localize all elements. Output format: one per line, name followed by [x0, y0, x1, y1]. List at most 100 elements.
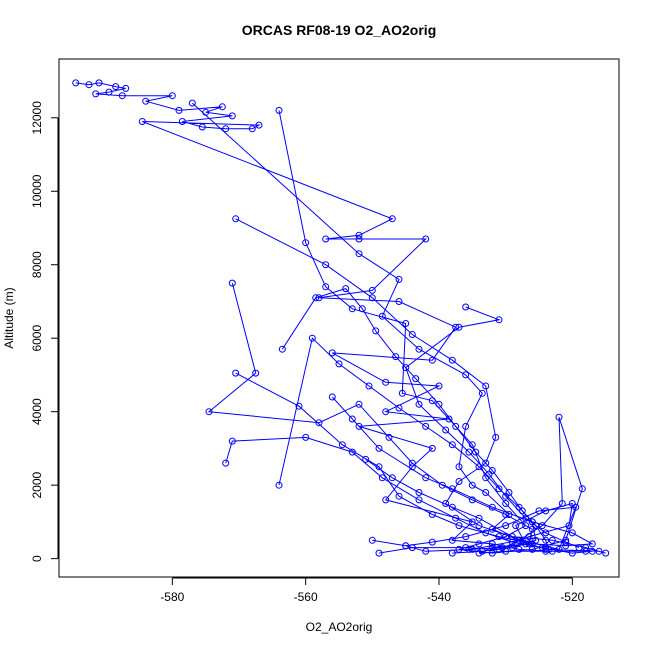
- data-point: [542, 529, 550, 537]
- data-point: [348, 415, 356, 423]
- data-point: [448, 485, 456, 493]
- data-point: [538, 544, 546, 552]
- y-tick-label: 0: [30, 555, 44, 562]
- data-point: [548, 536, 556, 544]
- data-point: [588, 540, 596, 548]
- data-point: [522, 514, 530, 522]
- data-point: [555, 545, 563, 553]
- data-point: [518, 507, 526, 515]
- data-point: [402, 542, 410, 550]
- data-point: [505, 489, 513, 496]
- data-point: [475, 463, 483, 471]
- data-point: [482, 529, 490, 537]
- data-point: [168, 92, 176, 100]
- data-point: [535, 507, 543, 515]
- data-point: [322, 261, 330, 269]
- data-point: [368, 536, 376, 544]
- plot-frame: [58, 58, 620, 578]
- data-point: [368, 286, 376, 294]
- data-point: [315, 419, 323, 427]
- data-point: [568, 529, 576, 537]
- data-point: [555, 413, 563, 421]
- data-point: [502, 533, 510, 541]
- data-point: [355, 235, 363, 243]
- data-point: [495, 485, 503, 493]
- data-point: [202, 108, 210, 116]
- series-line-5: [207, 282, 533, 550]
- data-point: [515, 536, 523, 544]
- data-point: [488, 525, 496, 533]
- data-point: [72, 79, 80, 87]
- data-point: [435, 400, 443, 408]
- data-point: [568, 549, 576, 557]
- data-point: [142, 97, 150, 105]
- data-point: [452, 514, 460, 522]
- data-point: [445, 415, 453, 423]
- data-point: [468, 545, 476, 553]
- data-point: [448, 441, 456, 449]
- data-point: [492, 433, 500, 441]
- data-point: [428, 397, 436, 405]
- data-point: [578, 485, 586, 493]
- data-point: [355, 231, 363, 239]
- data-point: [228, 112, 236, 120]
- data-point: [328, 393, 336, 401]
- data-point: [398, 389, 406, 397]
- data-point: [408, 459, 416, 467]
- data-point: [532, 536, 540, 544]
- data-point: [355, 250, 363, 258]
- data-point: [562, 538, 570, 546]
- data-point: [105, 88, 113, 96]
- y-tick-label: 6000: [30, 325, 44, 352]
- data-point: [575, 544, 583, 552]
- data-point: [495, 545, 503, 553]
- data-point: [572, 503, 580, 511]
- data-point: [395, 492, 403, 500]
- data-point: [92, 90, 100, 98]
- series-line-8: [278, 337, 537, 554]
- data-point: [308, 334, 316, 342]
- data-point: [372, 327, 380, 335]
- data-point: [602, 549, 610, 557]
- data-point: [488, 503, 496, 511]
- data-point: [488, 540, 496, 548]
- data-point: [275, 106, 283, 114]
- data-point: [422, 422, 430, 430]
- data-point: [465, 545, 473, 553]
- series-line-3: [191, 102, 606, 554]
- data-point: [415, 345, 423, 353]
- data-point: [542, 536, 550, 544]
- chart-title: ORCAS RF08-19 O2_AO2orig: [242, 22, 437, 38]
- data-point: [422, 235, 430, 243]
- data-point: [415, 489, 423, 496]
- data-point: [455, 478, 463, 485]
- data-point: [495, 533, 503, 541]
- data-point: [348, 448, 356, 456]
- data-point: [448, 503, 456, 511]
- y-axis: 0 2000 4000 6000 8000 10000 12000: [30, 101, 59, 562]
- data-point: [385, 433, 393, 441]
- data-point: [522, 522, 530, 530]
- data-point: [395, 275, 403, 283]
- data-point: [358, 305, 366, 313]
- data-point: [408, 544, 416, 552]
- data-point: [428, 444, 436, 452]
- data-point: [428, 356, 436, 364]
- data-point: [565, 522, 573, 530]
- data-point: [302, 433, 310, 441]
- data-point: [315, 294, 323, 302]
- data-point: [438, 481, 446, 489]
- data-point: [462, 303, 470, 311]
- data-point: [468, 518, 476, 526]
- data-point: [415, 400, 423, 408]
- data-point: [355, 400, 363, 408]
- data-point: [255, 121, 263, 129]
- data-point: [228, 279, 236, 287]
- data-point: [85, 81, 93, 89]
- data-point: [525, 540, 533, 548]
- data-point: [122, 84, 130, 92]
- data-point: [275, 481, 283, 489]
- data-point: [582, 544, 590, 552]
- data-point: [462, 544, 470, 552]
